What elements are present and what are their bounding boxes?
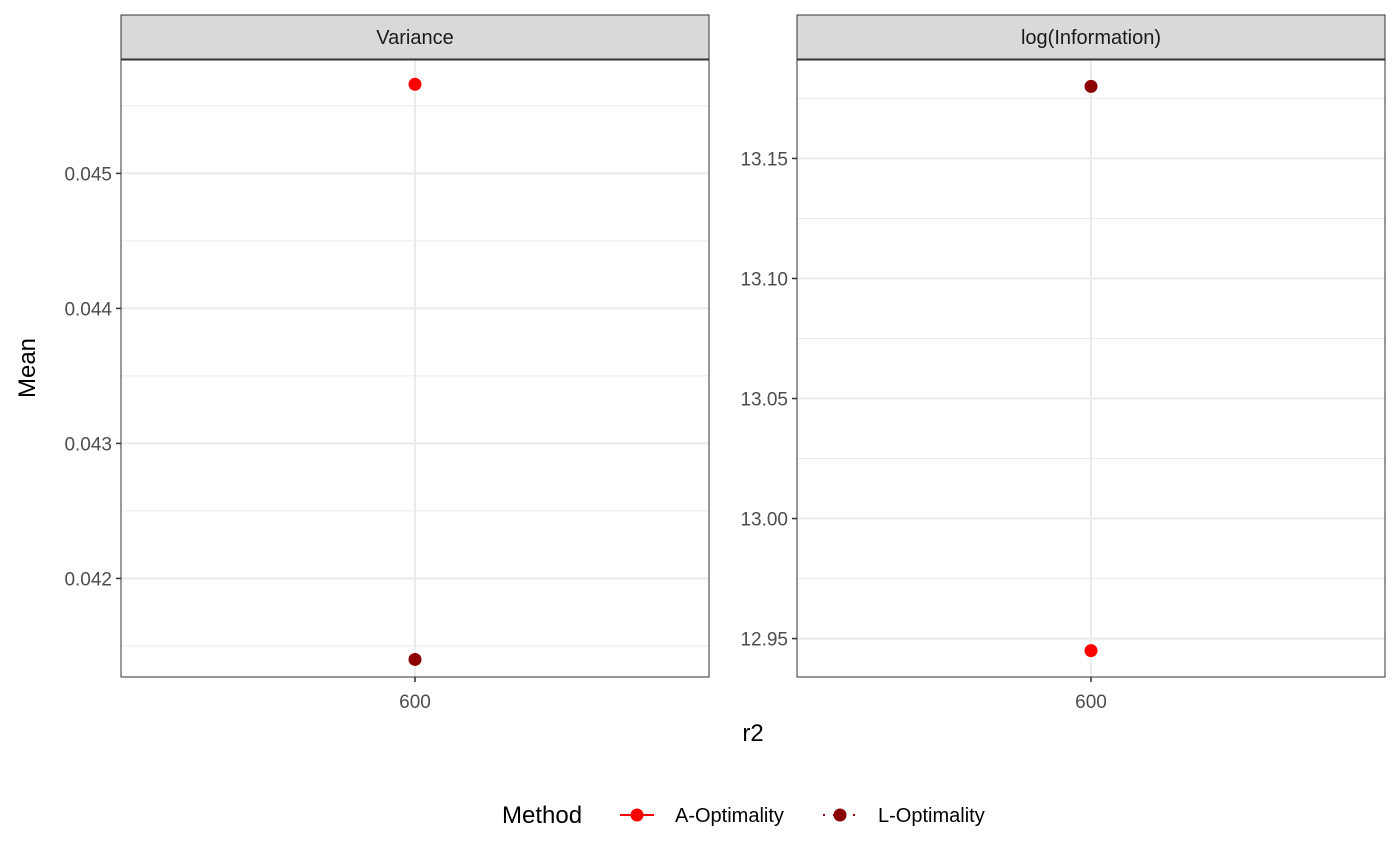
strip-background <box>796 14 1386 60</box>
legend-title: Method <box>502 802 582 829</box>
y-axis-title: Mean <box>14 338 41 398</box>
y-tick-label: 13.15 <box>740 149 788 170</box>
strip-label: log(Information) <box>1021 27 1161 49</box>
y-tick-label: 0.045 <box>64 164 112 185</box>
panel-border <box>796 59 1386 678</box>
x-axis-title: r2 <box>742 720 763 747</box>
legend-item-l-optimality: L-Optimality <box>823 805 985 827</box>
strip-label: Variance <box>376 27 453 49</box>
y-tick-label: 0.044 <box>64 299 112 320</box>
legend-item-a-optimality: A-Optimality <box>620 805 784 827</box>
y-tick-label: 0.043 <box>64 434 112 455</box>
y-tick-label: 12.95 <box>740 630 788 651</box>
panels-group: Variance 0.042 0.043 0.044 0.045 600 log(Infor… <box>64 14 1386 713</box>
legend-key-point <box>630 808 644 822</box>
legend-label: L-Optimality <box>878 805 985 827</box>
data-point <box>1084 644 1098 658</box>
y-tick-label: 13.05 <box>740 390 788 411</box>
y-tick-label: 13.00 <box>740 510 788 531</box>
legend-label: A-Optimality <box>675 805 784 827</box>
y-tick-label: 0.042 <box>64 569 112 590</box>
strip-background <box>120 14 710 60</box>
legend-key-point <box>833 808 847 822</box>
x-tick-label: 600 <box>1075 692 1107 713</box>
legend: Method A-Optimality L-Optimality <box>502 802 985 829</box>
data-point <box>408 77 422 91</box>
data-point <box>408 652 422 666</box>
x-tick-label: 600 <box>399 692 431 713</box>
y-tick-label: 13.10 <box>740 269 788 290</box>
panel-border <box>120 59 710 678</box>
data-point <box>1084 79 1098 93</box>
